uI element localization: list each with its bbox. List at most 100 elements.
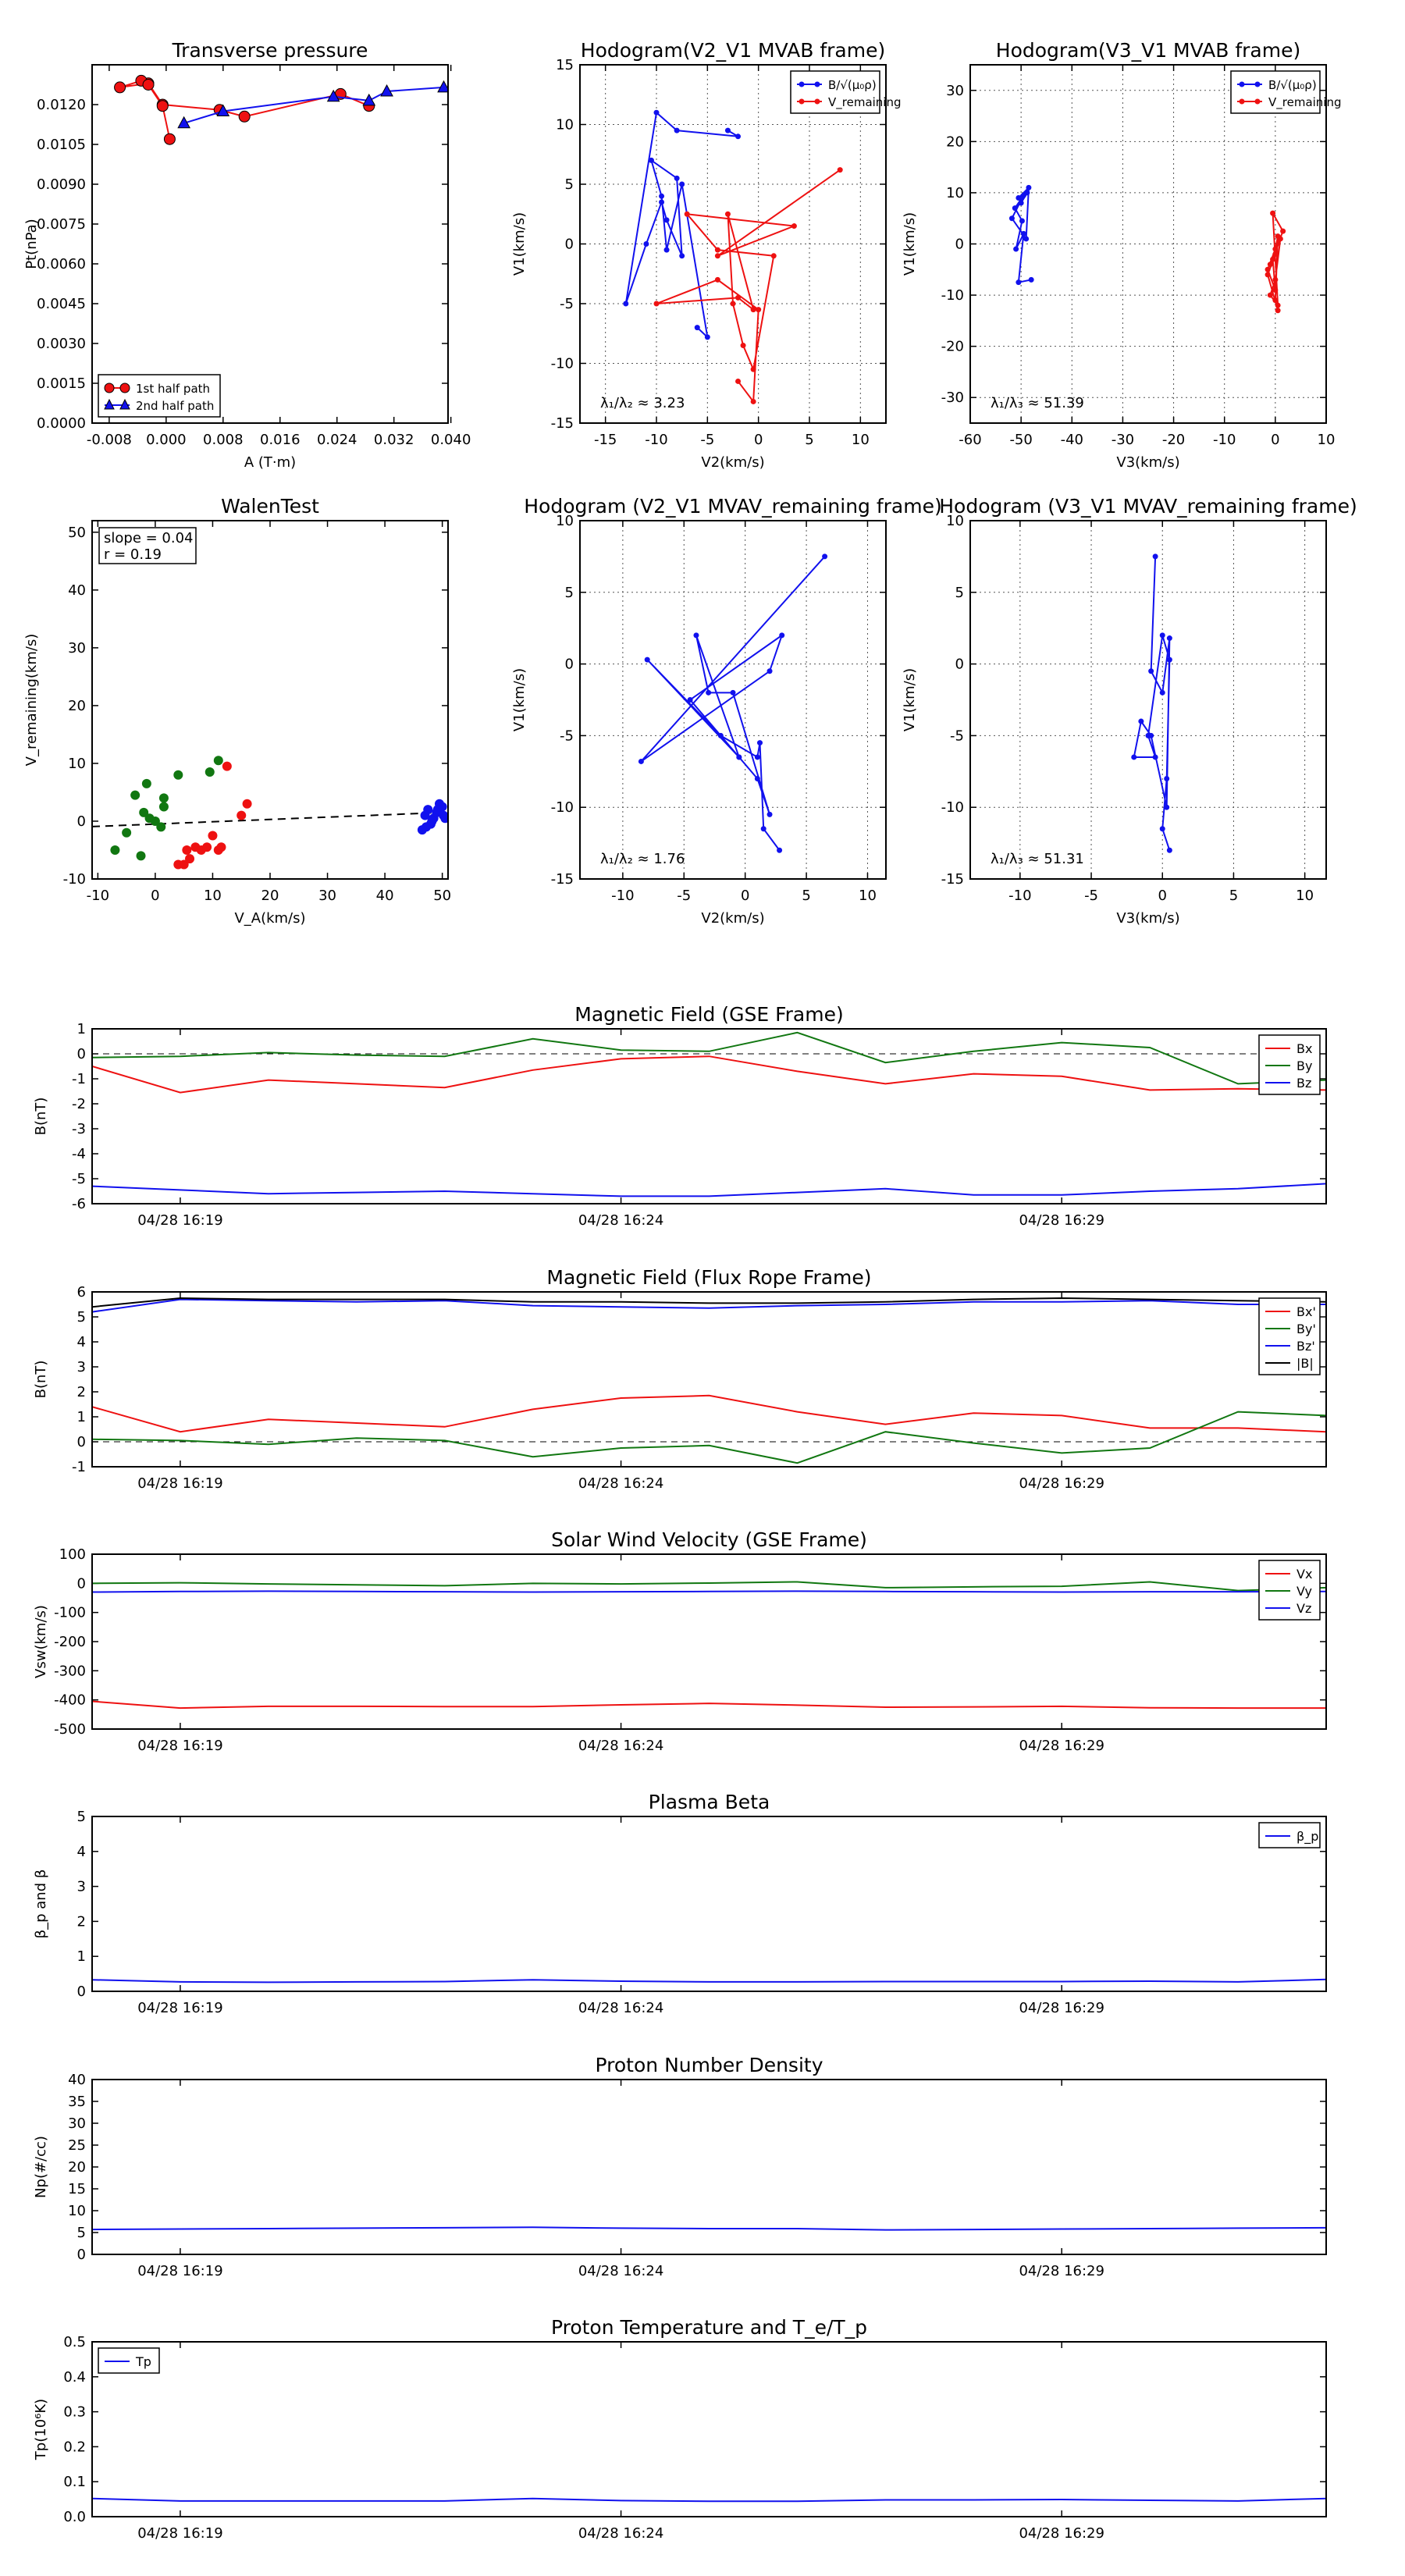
- y-tick-label: 0.3: [63, 2404, 86, 2421]
- data-point: [638, 758, 644, 764]
- data-point: [687, 697, 693, 703]
- legend-marker: [814, 81, 820, 87]
- x-axis-label: V2(km/s): [701, 454, 764, 471]
- y-tick-label: 0.0105: [37, 137, 86, 153]
- y-tick-label: -2: [72, 1096, 86, 1112]
- annotation-text: λ₁/λ₂ ≈ 3.23: [600, 395, 685, 411]
- x-axis-label: V_A(km/s): [234, 910, 305, 927]
- y-axis-label: B(nT): [33, 1098, 49, 1136]
- legend-marker: [1239, 98, 1245, 105]
- legend-label: Bx': [1297, 1304, 1316, 1319]
- data-point: [653, 109, 660, 116]
- plot-area: [92, 1297, 1326, 1464]
- legend-label: By': [1297, 1322, 1316, 1336]
- x-tick-label: -5: [700, 432, 714, 448]
- x-tick-label: 0.016: [260, 432, 301, 448]
- y-tick-label: 0: [565, 656, 574, 673]
- data-point: [1020, 230, 1026, 237]
- x-tick-label: 0.008: [203, 432, 244, 448]
- x-axis-label: V2(km/s): [701, 910, 764, 927]
- y-axis-label: V1(km/s): [511, 212, 528, 276]
- data-point: [735, 133, 742, 140]
- y-tick-label: 0: [77, 1046, 86, 1062]
- data-point: [114, 81, 126, 94]
- data-point: [179, 859, 189, 870]
- y-tick-label: 0: [565, 237, 574, 253]
- y-tick-label: 15: [556, 57, 574, 73]
- data-point: [1267, 292, 1273, 298]
- plot-frame: [969, 64, 1327, 424]
- data-point: [1159, 689, 1165, 696]
- data-point: [730, 689, 736, 696]
- legend-label: V_remaining: [828, 95, 902, 110]
- chart-title: Transverse pressure: [172, 39, 368, 62]
- y-tick-label: 20: [946, 133, 964, 150]
- y-tick-label: -10: [63, 871, 86, 888]
- data-point: [173, 770, 183, 780]
- y-tick-label: 0.1: [63, 2474, 86, 2490]
- y-tick-label: 0.0045: [37, 296, 86, 312]
- y-tick-label: -10: [941, 799, 964, 816]
- y-axis-label: V1(km/s): [902, 212, 918, 276]
- y-tick-label: 0.0: [63, 2509, 86, 2525]
- y-tick-label: 10: [68, 2203, 86, 2219]
- data-point: [208, 831, 218, 841]
- data-point: [142, 79, 155, 91]
- chart-panel-0: Transverse pressure -0.008 0.000 0.008 0.016…: [23, 39, 471, 471]
- data-point: [163, 133, 176, 145]
- data-point: [740, 343, 746, 349]
- series-line-By': [92, 1411, 1326, 1464]
- data-point: [380, 84, 393, 97]
- legend-label: Vz: [1297, 1601, 1311, 1616]
- y-axis-label: Vsw(km/s): [33, 1605, 49, 1678]
- data-point: [139, 807, 149, 817]
- x-tick-label: 04/28 16:19: [137, 2525, 222, 2542]
- x-tick-label: 5: [1229, 888, 1238, 904]
- legend: B/√(μ₀ρ) V_remaining: [790, 70, 902, 114]
- data-point: [674, 175, 680, 181]
- data-point: [679, 253, 685, 259]
- legend-marker: [119, 382, 130, 393]
- y-tick-label: 5: [565, 585, 574, 601]
- data-point: [724, 211, 731, 217]
- data-point: [693, 632, 699, 639]
- y-axis-label: V1(km/s): [511, 668, 528, 731]
- x-tick-label: 04/28 16:19: [137, 1475, 222, 1492]
- data-point: [1164, 804, 1170, 810]
- y-tick-label: 10: [68, 756, 86, 772]
- data-point: [156, 100, 169, 112]
- x-tick-label: 20: [261, 888, 279, 904]
- data-point: [1272, 251, 1279, 258]
- data-point: [1270, 210, 1276, 216]
- data-point: [205, 767, 215, 777]
- plot-frame: [91, 2079, 1327, 2255]
- data-point: [432, 805, 443, 815]
- data-point: [1166, 847, 1172, 853]
- plot-area: [92, 1031, 1326, 1197]
- x-tick-label: 04/28 16:19: [137, 1738, 222, 1754]
- chart-title: WalenTest: [221, 495, 319, 518]
- data-point: [222, 761, 232, 771]
- x-tick-label: 10: [852, 432, 870, 448]
- x-tick-label: -15: [594, 432, 617, 448]
- y-tick-label: -5: [560, 728, 574, 744]
- y-tick-label: 2: [77, 1913, 86, 1930]
- x-tick-label: 50: [433, 888, 451, 904]
- x-tick-label: 5: [805, 432, 813, 448]
- y-tick-label: -1: [72, 1071, 86, 1087]
- legend-label: V_remaining: [1268, 95, 1342, 110]
- y-tick-label: 0.0075: [37, 216, 86, 233]
- data-point: [1159, 826, 1165, 832]
- y-tick-label: -15: [941, 871, 964, 888]
- y-tick-label: -6: [72, 1196, 86, 1212]
- data-point: [1166, 656, 1172, 663]
- y-tick-label: -30: [941, 390, 964, 406]
- data-point: [242, 799, 252, 809]
- data-point: [1272, 246, 1279, 252]
- series-line-Tp: [92, 2497, 1326, 2503]
- data-point: [110, 845, 120, 855]
- data-point: [1016, 194, 1022, 201]
- data-point: [437, 80, 448, 93]
- y-tick-label: 0: [77, 1434, 86, 1450]
